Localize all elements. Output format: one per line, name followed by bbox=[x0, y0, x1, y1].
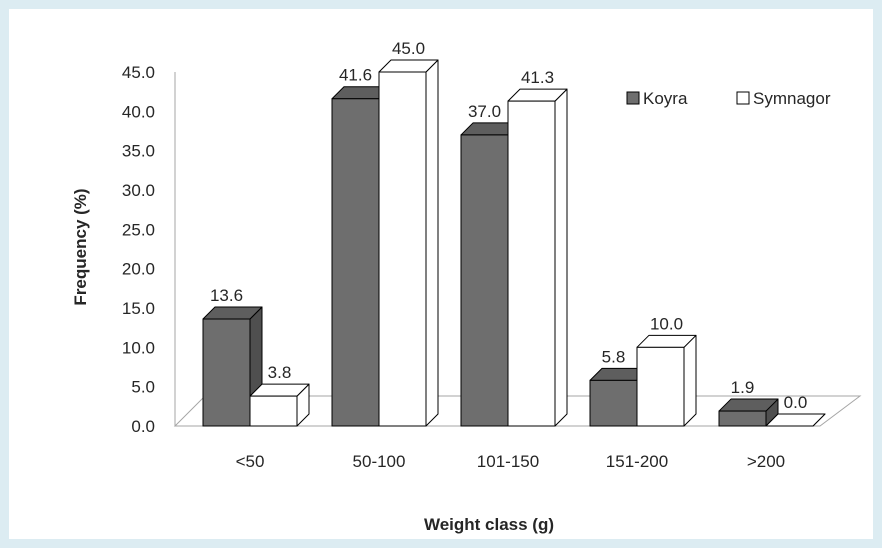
legend-label: Symnagor bbox=[753, 89, 831, 108]
y-tick-label: 15.0 bbox=[122, 299, 155, 318]
legend-swatch bbox=[626, 91, 640, 105]
bar-symnagor bbox=[507, 88, 568, 427]
data-label: 41.3 bbox=[521, 68, 554, 87]
y-tick-label: 20.0 bbox=[122, 260, 155, 279]
legend-item: Koyra bbox=[626, 89, 688, 108]
data-label: 45.0 bbox=[392, 39, 425, 58]
data-label: 3.8 bbox=[268, 363, 292, 382]
data-label: 13.6 bbox=[210, 286, 243, 305]
data-label: 41.6 bbox=[339, 66, 372, 85]
data-label: 1.9 bbox=[731, 378, 755, 397]
data-label: 5.8 bbox=[602, 347, 626, 366]
x-tick-label: >200 bbox=[747, 452, 785, 471]
x-tick-label: 101-150 bbox=[477, 452, 539, 471]
x-tick-label: <50 bbox=[236, 452, 265, 471]
data-label: 10.0 bbox=[650, 314, 683, 333]
y-tick-label: 40.0 bbox=[122, 102, 155, 121]
y-tick-label: 30.0 bbox=[122, 181, 155, 200]
x-axis-label: Weight class (g) bbox=[424, 515, 554, 534]
data-label: 37.0 bbox=[468, 102, 501, 121]
bar-symnagor bbox=[636, 334, 697, 427]
y-tick-label: 45.0 bbox=[122, 63, 155, 82]
chart-frame bbox=[9, 9, 873, 539]
legend-swatch bbox=[736, 91, 750, 105]
bar-koyra bbox=[718, 398, 779, 427]
bar-symnagor bbox=[765, 413, 826, 427]
y-tick-label: 5.0 bbox=[131, 378, 155, 397]
bars bbox=[202, 59, 826, 427]
y-tick-label: 10.0 bbox=[122, 338, 155, 357]
y-tick-label: 35.0 bbox=[122, 142, 155, 161]
legend-label: Koyra bbox=[643, 89, 688, 108]
bar-symnagor bbox=[249, 383, 310, 427]
x-tick-label: 50-100 bbox=[353, 452, 406, 471]
data-label: 0.0 bbox=[784, 393, 808, 412]
value-labels: 13.6 41.6 37.0 5.8 1.9 3.8 45.0 41.3 10.0 0.0 bbox=[210, 39, 807, 412]
bar-symnagor bbox=[378, 59, 439, 427]
legend-item: Symnagor bbox=[736, 89, 831, 108]
y-tick-label: 25.0 bbox=[122, 220, 155, 239]
x-tick-label: 151-200 bbox=[606, 452, 668, 471]
legend: Koyra Symnagor bbox=[626, 89, 831, 108]
y-tick-label: 0.0 bbox=[131, 417, 155, 436]
bar-koyra bbox=[202, 306, 263, 427]
y-axis-label: Frequency (%) bbox=[71, 188, 90, 305]
